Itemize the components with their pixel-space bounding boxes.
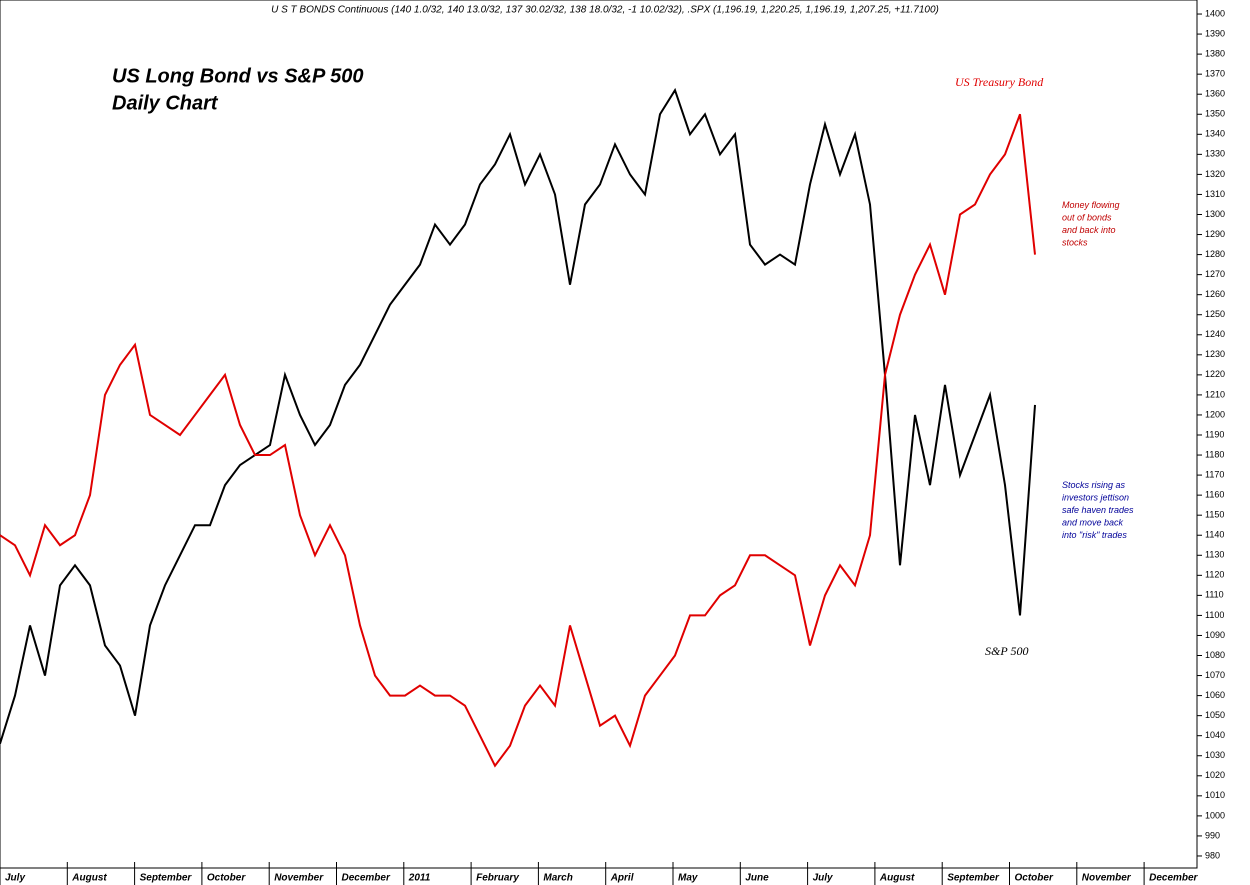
annotation: S&P 500 <box>985 644 1028 658</box>
annotation: US Treasury Bond <box>955 75 1044 89</box>
y-tick-label: 1290 <box>1205 229 1225 239</box>
x-tick-label: November <box>1082 873 1132 884</box>
y-tick-label: 1010 <box>1205 790 1225 800</box>
y-tick-label: 1110 <box>1205 590 1224 600</box>
chart-subtitle: Daily Chart <box>112 92 219 114</box>
x-tick-label: March <box>543 873 572 884</box>
annotation-line: S&P 500 <box>985 644 1028 658</box>
header: U S T BONDS Continuous (140 1.0/32, 140 … <box>271 5 939 16</box>
y-tick-label: 1320 <box>1205 169 1225 179</box>
x-tick-label: September <box>140 873 193 884</box>
chart-title: US Long Bond vs S&P 500 <box>112 65 364 87</box>
annotation-line: Money flowing <box>1062 200 1120 210</box>
annotation-line: US Treasury Bond <box>955 75 1044 89</box>
x-tick-label: November <box>274 873 324 884</box>
y-tick-label: 980 <box>1205 850 1220 860</box>
annotation-line: into "risk" trades <box>1062 530 1127 540</box>
x-tick-label: October <box>207 873 246 884</box>
y-tick-label: 1260 <box>1205 289 1225 299</box>
x-tick-label: July <box>813 873 833 884</box>
annotation-line: Stocks rising as <box>1062 480 1126 490</box>
x-tick-label: December <box>342 873 391 884</box>
y-tick-label: 1250 <box>1205 309 1225 319</box>
x-tick-label: September <box>947 873 1000 884</box>
y-tick-label: 1180 <box>1205 449 1224 459</box>
y-tick-label: 1190 <box>1205 429 1224 439</box>
x-tick-label: April <box>610 873 634 884</box>
y-tick-label: 1380 <box>1205 48 1225 58</box>
y-tick-label: 1240 <box>1205 329 1225 339</box>
x-tick-label: August <box>71 873 107 884</box>
y-tick-label: 1370 <box>1205 69 1225 79</box>
y-tick-label: 1100 <box>1205 610 1224 620</box>
y-tick-label: 1040 <box>1205 730 1225 740</box>
y-tick-label: 1130 <box>1205 550 1224 560</box>
y-tick-label: 1340 <box>1205 129 1225 139</box>
y-tick-label: 1230 <box>1205 349 1225 359</box>
y-tick-label: 990 <box>1205 830 1220 840</box>
x-tick-label: July <box>5 873 25 884</box>
series-line <box>0 113 1036 768</box>
y-tick-label: 1070 <box>1205 670 1225 680</box>
y-tick-label: 1330 <box>1205 149 1225 159</box>
x-tick-label: May <box>678 873 698 884</box>
y-tick-label: 1020 <box>1205 770 1225 780</box>
series-line <box>0 87 1036 745</box>
y-tick-label: 1310 <box>1205 189 1225 199</box>
x-tick-label: October <box>1015 873 1054 884</box>
y-tick-label: 1360 <box>1205 89 1225 99</box>
y-tick-label: 1400 <box>1205 8 1225 18</box>
y-tick-label: 1050 <box>1205 710 1225 720</box>
y-tick-label: 1000 <box>1205 810 1225 820</box>
x-tick-label: June <box>745 873 769 884</box>
annotation-line: and move back <box>1062 518 1124 528</box>
y-tick-label: 1170 <box>1205 469 1224 479</box>
annotation: Money flowing out of bonds and back into st… <box>1062 200 1120 248</box>
annotation-line: out of bonds <box>1062 213 1112 223</box>
annotation-line: stocks <box>1062 238 1088 248</box>
y-tick-label: 1060 <box>1205 690 1225 700</box>
y-tick-label: 1080 <box>1205 650 1225 660</box>
annotation-line: safe haven trades <box>1062 505 1134 515</box>
annotation-line: and back into <box>1062 225 1116 235</box>
x-tick-label: February <box>476 873 519 884</box>
y-tick-label: 1090 <box>1205 630 1225 640</box>
y-tick-label: 1150 <box>1205 510 1224 520</box>
y-tick-label: 1140 <box>1205 530 1224 540</box>
x-tick-label: December <box>1149 873 1198 884</box>
y-tick-label: 1350 <box>1205 109 1225 119</box>
annotation-line: investors jettison <box>1062 493 1129 503</box>
x-tick-label: 2011 <box>408 873 431 884</box>
y-tick-label: 1160 <box>1205 490 1224 500</box>
y-tick-label: 1120 <box>1205 570 1224 580</box>
annotation: Stocks rising as investors jettison safe h… <box>1062 480 1134 540</box>
y-tick-label: 1390 <box>1205 28 1225 38</box>
y-tick-label: 1200 <box>1205 409 1225 419</box>
y-tick-label: 1220 <box>1205 369 1225 379</box>
y-tick-label: 1280 <box>1205 249 1225 259</box>
y-tick-label: 1300 <box>1205 209 1225 219</box>
y-tick-label: 1030 <box>1205 750 1225 760</box>
x-tick-label: August <box>879 873 915 884</box>
y-tick-label: 1270 <box>1205 269 1225 279</box>
y-tick-label: 1210 <box>1205 389 1225 399</box>
